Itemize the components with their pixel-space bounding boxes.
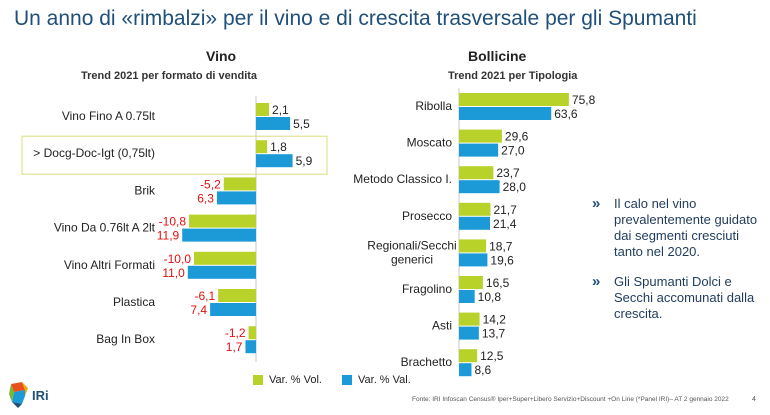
wine-vol-bar (223, 177, 256, 191)
sparkling-category-label: Regionali/Secchi generici (367, 238, 456, 266)
wine-val-bar (256, 117, 291, 130)
sparkling-val-label: 28,0 (503, 180, 527, 194)
sparkling-val-bar (459, 326, 479, 340)
sparkling-vol-label: 18,7 (489, 239, 513, 253)
sparkling-vol-bar (459, 93, 569, 106)
commentary-item: » Gli Spumanti Dolci e Secchi accomunati… (592, 274, 762, 322)
sparkling-val-label: 10,8 (478, 290, 502, 304)
wine-val-bar (216, 191, 256, 205)
wine-category-label: Plastica (113, 295, 155, 309)
wine-vol-label: -5,2 (200, 177, 221, 191)
sparkling-val-bar (459, 216, 491, 230)
sparkling-vol-label: 14,2 (483, 313, 507, 327)
commentary-item: » Il calo nel vino prevalentemente guida… (592, 196, 762, 260)
sparkling-vol-bar (459, 349, 478, 363)
wine-val-label: 11,0 (162, 266, 185, 280)
wine-vol-bar (248, 326, 256, 340)
sparkling-category-label: Asti (432, 319, 452, 333)
sparkling-category-label: Metodo Classico I. (353, 172, 452, 186)
sparkling-chart-subtitle: Trend 2021 per Tipologia (448, 70, 578, 82)
iri-logo: IRi (9, 382, 49, 408)
sparkling-vol-label: 75,8 (572, 93, 596, 107)
wine-category-label: Brik (134, 183, 156, 197)
sparkling-val-bar (459, 180, 500, 194)
wine-category-label: Vino Altri Formati (64, 258, 155, 272)
wine-val-label: 11,9 (157, 229, 180, 243)
wine-val-bar (210, 303, 256, 316)
wine-vol-label: -10,0 (164, 252, 192, 266)
wine-val-label: 1,7 (226, 340, 243, 354)
sparkling-vol-label: 23,7 (496, 166, 520, 180)
wine-category-label: Bag In Box (96, 332, 155, 346)
legend-vol-swatch (253, 375, 263, 385)
sparkling-vol-bar (459, 239, 487, 253)
sparkling-vol-bar (459, 129, 502, 143)
chevron-right-icon: » (592, 195, 601, 212)
page-title: Un anno di «rimbalzi» per il vino e di c… (14, 7, 697, 30)
sparkling-vol-label: 29,6 (505, 130, 529, 144)
wine-vol-bar (218, 289, 256, 302)
wine-vol-label: -10,8 (159, 215, 187, 229)
chevron-right-icon: » (592, 273, 601, 290)
legend-vol: Var. % Vol. (253, 374, 322, 386)
sparkling-category-label: Brachetto (401, 355, 453, 369)
sparkling-val-label: 13,7 (482, 327, 506, 341)
sparkling-vol-bar (459, 276, 483, 289)
wine-val-bar (245, 340, 256, 354)
sparkling-vol-bar (459, 202, 491, 216)
sparkling-category-label: Ribolla (415, 99, 452, 113)
commentary-text: Gli Spumanti Dolci e Secchi accomunati d… (614, 274, 755, 321)
wine-val-label: 7,4 (190, 303, 207, 317)
sparkling-val-bar (459, 253, 488, 267)
wine-chart-title: Vino (206, 48, 237, 64)
commentary: » Il calo nel vino prevalentemente guida… (592, 196, 762, 336)
sparkling-category-label: Prosecco (402, 209, 452, 223)
wine-category-label: Vino Da 0.76lt A 2lt (54, 221, 156, 235)
legend-val-swatch (342, 375, 352, 385)
sparkling-vol-bar (459, 312, 480, 326)
source-footer: Fonte: IRI Infoscan Census® Iper+Super+L… (412, 396, 729, 403)
legend-val-label: Var. % Val. (358, 374, 411, 386)
sparkling-category-label: Moscato (407, 136, 453, 150)
sparkling-val-label: 21,4 (493, 217, 517, 231)
wine-vol-label: 2,1 (272, 103, 289, 117)
sparkling-val-bar (459, 143, 499, 157)
wine-val-label: 6,3 (197, 191, 214, 205)
sparkling-val-label: 19,6 (490, 253, 514, 267)
sparkling-chart-title: Bollicine (468, 48, 527, 64)
sparkling-vol-bar (459, 166, 494, 180)
wine-vol-label: -1,2 (225, 326, 246, 340)
sparkling-vol-label: 16,5 (486, 276, 510, 290)
sparkling-val-label: 8,6 (474, 363, 491, 377)
sparkling-val-bar (459, 363, 472, 377)
sparkling-val-bar (459, 107, 552, 120)
wine-vol-label: -6,1 (194, 289, 215, 303)
wine-category-label: Vino Fino A 0.75lt (62, 109, 156, 123)
wine-chart-subtitle: Trend 2021 per formato di vendita (81, 70, 258, 82)
wine-vol-bar (256, 103, 270, 116)
wine-vol-bar (194, 251, 256, 265)
wine-vol-bar (189, 214, 256, 228)
sparkling-val-bar (459, 290, 475, 303)
sparkling-category-label: Fragolino (402, 282, 452, 296)
legend-vol-label: Var. % Vol. (269, 374, 322, 386)
logo-text: IRi (32, 388, 49, 403)
wine-vol-label: 1,8 (270, 140, 287, 154)
wine-val-bar (182, 228, 256, 242)
wine-val-bar (187, 265, 256, 279)
sparkling-val-label: 63,6 (554, 107, 578, 121)
wine-vol-bar (256, 140, 268, 154)
legend-val: Var. % Val. (342, 374, 411, 386)
wine-val-label: 5,9 (296, 154, 313, 168)
sparkling-val-label: 27,0 (501, 144, 525, 158)
commentary-text: Il calo nel vino prevalentemente guidato… (614, 196, 758, 259)
sparkling-vol-label: 21,7 (493, 203, 517, 217)
wine-highlight-box (21, 135, 328, 175)
page-number: 4 (752, 396, 756, 403)
wine-category-label: > Docg-Doc-Igt (0,75lt) (33, 146, 155, 160)
wine-val-label: 5,5 (293, 117, 310, 131)
wine-val-bar (256, 154, 293, 168)
sparkling-vol-label: 12,5 (480, 349, 504, 363)
